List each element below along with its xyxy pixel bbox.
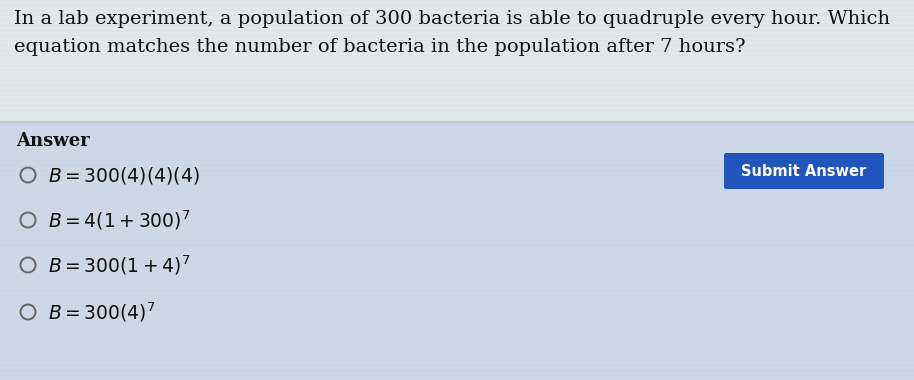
Text: $B = 300(4)(4)(4)$: $B = 300(4)(4)(4)$ [48, 165, 199, 185]
Text: In a lab experiment, a population of 300 bacteria is able to quadruple every hou: In a lab experiment, a population of 300… [14, 10, 890, 28]
Text: Answer: Answer [16, 132, 90, 150]
FancyBboxPatch shape [0, 0, 914, 122]
FancyBboxPatch shape [724, 153, 884, 189]
Text: equation matches the number of bacteria in the population after 7 hours?: equation matches the number of bacteria … [14, 38, 746, 56]
Text: $B = 300(4)^7$: $B = 300(4)^7$ [48, 300, 155, 324]
FancyBboxPatch shape [0, 122, 914, 380]
Text: $B = 4(1 + 300)^7$: $B = 4(1 + 300)^7$ [48, 208, 191, 232]
Text: Submit Answer: Submit Answer [741, 163, 866, 179]
Text: $B = 300(1 + 4)^7$: $B = 300(1 + 4)^7$ [48, 253, 191, 277]
